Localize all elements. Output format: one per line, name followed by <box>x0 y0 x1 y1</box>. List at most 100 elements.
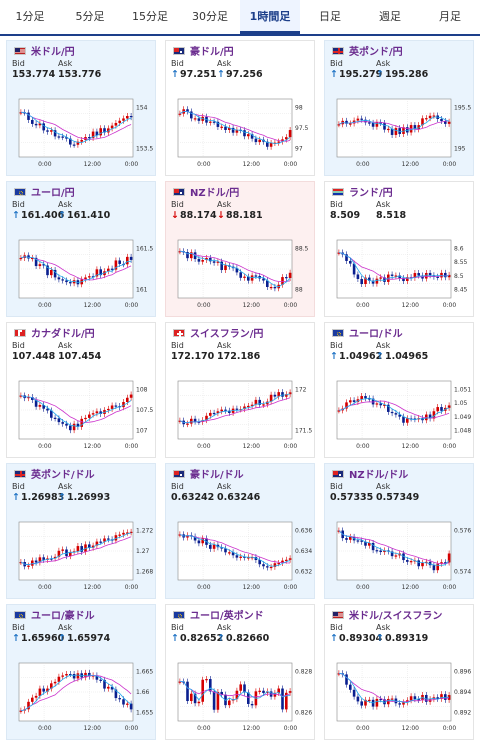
pair-name[interactable]: ユーロ/円 <box>31 188 75 199</box>
candle-body <box>110 268 114 270</box>
candle-body <box>288 558 292 560</box>
candle-body <box>352 263 356 275</box>
axis-label: 172 <box>295 387 307 394</box>
time-label: 0:00 <box>443 161 457 168</box>
ask-value: ↓88.181 <box>217 210 263 221</box>
pair-name[interactable]: ランド/円 <box>349 188 393 199</box>
time-label: 0:00 <box>125 161 139 168</box>
pair-name[interactable]: ユーロ/英ポンド <box>190 611 264 622</box>
candlestick-chart[interactable]: 1.272 1.27 1.268 0:00 12:00 0:00 <box>15 518 155 594</box>
candlestick-chart[interactable]: 161.5 161 0:00 12:00 0:00 <box>15 236 155 312</box>
candle-body <box>288 691 292 693</box>
pair-name[interactable]: 豪ドル/円 <box>190 47 234 58</box>
candle-body <box>398 275 401 279</box>
candle-body <box>345 254 348 261</box>
currency-card[interactable]: カナダドル/円 Bid Ask 107.448 107.454 108 107.5 107 0:… <box>6 322 156 458</box>
candle-body <box>394 413 398 415</box>
currency-card[interactable]: 豪ドル/ドル Bid Ask 0.63242 0.63246 0.636 0.634 0.63… <box>165 463 315 599</box>
time-label: 0:00 <box>197 584 211 591</box>
pair-name[interactable]: 米ドル/円 <box>31 47 75 58</box>
axis-label: 107 <box>136 427 148 434</box>
tab-6[interactable]: 週足 <box>379 10 401 23</box>
candle-body <box>281 688 284 710</box>
candle-body <box>428 561 432 566</box>
candle-body <box>72 144 76 146</box>
tab-3[interactable]: 30分足 <box>192 10 228 23</box>
candle-body <box>447 405 451 408</box>
candle-body <box>345 538 348 540</box>
ma-short-line <box>20 256 132 283</box>
candle-body <box>281 392 284 397</box>
currency-card[interactable]: スイスフラン/円 Bid Ask 172.170 172.186 172 171.5 0:00… <box>165 322 315 458</box>
tab-7[interactable]: 月足 <box>439 10 461 23</box>
candle-body <box>281 139 284 142</box>
candlestick-chart[interactable]: 0.828 0.826 0:00 12:00 0:00 <box>174 659 314 735</box>
candle-body <box>447 121 451 124</box>
tab-4[interactable]: 1時間足 <box>240 0 300 34</box>
currency-card[interactable]: NZドル/円 Bid Ask ↓88.174 ↓88.181 88.5 88 0:00 12:0… <box>165 181 315 317</box>
currency-card[interactable]: ランド/円 Bid Ask 8.509 8.518 8.6 8.55 8.5 8.45 0:00 1… <box>324 181 474 317</box>
pair-name[interactable]: 豪ドル/ドル <box>190 470 244 481</box>
candlestick-chart[interactable]: 154 153.5 0:00 12:00 0:00 <box>15 95 155 171</box>
currency-card[interactable]: 米ドル/円 Bid Ask 153.774 153.776 154 153.5 0:00 12:… <box>6 40 156 176</box>
candle-body <box>417 125 420 130</box>
candle-body <box>254 138 258 143</box>
currency-card[interactable]: 英ポンド/ドル Bid Ask ↑1.26983 ↑1.26993 1.272 1.27 1.… <box>6 463 156 599</box>
ask-label: Ask <box>58 341 73 350</box>
currency-grid: 米ドル/円 Bid Ask 153.774 153.776 154 153.5 0:00 12:… <box>6 40 474 740</box>
candle-body <box>262 564 265 567</box>
candle-body <box>243 130 246 137</box>
tab-2[interactable]: 15分足 <box>132 10 168 23</box>
candlestick-chart[interactable]: 195.5 195 0:00 12:00 0:00 <box>333 95 473 171</box>
currency-card[interactable]: ユーロ/ドル Bid Ask ↑1.04962 ↑1.04965 1.051 1.05 1.0… <box>324 322 474 458</box>
tab-5[interactable]: 日足 <box>319 10 341 23</box>
pair-name[interactable]: ユーロ/豪ドル <box>31 611 95 622</box>
pair-name[interactable]: 英ポンド/ドル <box>31 470 95 481</box>
currency-card[interactable]: NZドル/ドル Bid Ask 0.57335 0.57349 0.576 0.574 0:0… <box>324 463 474 599</box>
time-label: 0:00 <box>284 302 298 309</box>
currency-card[interactable]: ユーロ/英ポンド Bid Ask ↑0.82652 ↑0.82660 0.828 0.826… <box>165 604 315 740</box>
candle-body <box>50 683 53 689</box>
currency-card[interactable]: ユーロ/豪ドル Bid Ask ↑1.65960 ↑1.65974 1.665 1.66 1.… <box>6 604 156 740</box>
ma-long-line <box>179 250 291 282</box>
bid-label: Bid <box>12 341 25 350</box>
candlestick-chart[interactable]: 108 107.5 107 0:00 12:00 0:00 <box>15 377 155 453</box>
candlestick-chart[interactable]: 0.896 0.894 0.892 0:00 12:00 0:00 <box>333 659 473 735</box>
candle-body <box>417 273 420 276</box>
candle-body <box>57 418 61 423</box>
pair-name[interactable]: 米ドル/スイスフラン <box>349 611 443 622</box>
bid-label: Bid <box>330 623 343 632</box>
candle-body <box>440 118 443 122</box>
candle-body <box>38 264 42 267</box>
candlestick-chart[interactable]: 0.576 0.574 0:00 12:00 0:00 <box>333 518 473 594</box>
candlestick-chart[interactable]: 172 171.5 0:00 12:00 0:00 <box>174 377 314 453</box>
candle-body <box>212 412 216 415</box>
currency-card[interactable]: 米ドル/スイスフラン Bid Ask ↑0.89304 ↑0.89319 0.896 0.8… <box>324 604 474 740</box>
pair-name[interactable]: ユーロ/ドル <box>349 329 403 340</box>
pair-name[interactable]: スイスフラン/円 <box>190 329 264 340</box>
candle-body <box>387 128 390 131</box>
candlestick-chart[interactable]: 88.5 88 0:00 12:00 0:00 <box>174 236 314 312</box>
pair-name[interactable]: カナダドル/円 <box>31 329 95 340</box>
candlestick-chart[interactable]: 8.6 8.55 8.5 8.45 0:00 12:00 0:00 <box>333 236 473 312</box>
currency-card[interactable]: 英ポンド/円 Bid Ask ↑195.279 ↑195.286 195.5 195 0:00… <box>324 40 474 176</box>
candlestick-chart[interactable]: 0.636 0.634 0.632 0:00 12:00 0:00 <box>174 518 314 594</box>
candle-body <box>201 679 204 702</box>
pair-name[interactable]: NZドル/円 <box>190 188 240 199</box>
pair-name[interactable]: NZドル/ドル <box>349 470 409 481</box>
candlestick-chart[interactable]: 98 97.5 97 0:00 12:00 0:00 <box>174 95 314 171</box>
flag-gb-icon <box>332 46 344 55</box>
pair-name[interactable]: 英ポンド/円 <box>349 47 403 58</box>
tab-1[interactable]: 5分足 <box>75 10 105 23</box>
currency-card[interactable]: ユーロ/円 Bid Ask ↑161.406 ↑161.410 161.5 161 0:00 1… <box>6 181 156 317</box>
candle-body <box>118 534 121 536</box>
candle-body <box>447 695 451 700</box>
currency-card[interactable]: 豪ドル/円 Bid Ask ↑97.251 ↑97.256 98 97.5 97 0:00 12:… <box>165 40 315 176</box>
time-label: 12:00 <box>84 302 101 309</box>
candlestick-chart[interactable]: 1.051 1.05 1.049 1.048 0:00 12:00 0:00 <box>333 377 473 453</box>
axis-label: 8.55 <box>454 259 468 266</box>
candle-body <box>375 278 379 284</box>
candlestick-chart[interactable]: 1.665 1.66 1.655 0:00 12:00 0:00 <box>15 659 155 735</box>
time-label: 0:00 <box>125 725 139 732</box>
tab-0[interactable]: 1分足 <box>15 10 45 23</box>
